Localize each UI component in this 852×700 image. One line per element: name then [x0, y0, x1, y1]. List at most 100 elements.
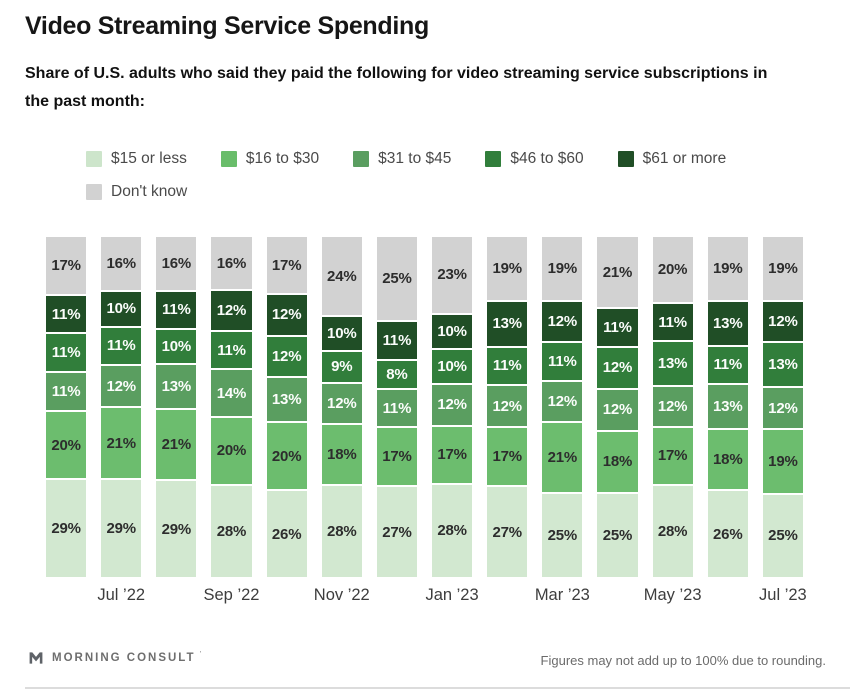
segment-value-label: 23%	[437, 266, 467, 284]
bar-segment: 12%	[542, 301, 583, 342]
bar-segment: 19%	[487, 237, 528, 301]
segment-value-label: 29%	[51, 520, 81, 538]
x-axis-label: Jul ’23	[759, 586, 807, 610]
segment-value-label: 25%	[382, 270, 412, 288]
legend-item: $46 to $60	[485, 150, 584, 168]
subtitle-line-2: the past month:	[25, 93, 145, 110]
bar-column: 17% 11% 11% 11% 20% 29%	[46, 237, 87, 578]
bar-segment: 19%	[707, 237, 748, 300]
bar-segment: 12%	[266, 295, 307, 335]
segment-value-label: 19%	[492, 260, 522, 278]
segment-value-label: 11%	[382, 399, 412, 417]
bar-segment: 29%	[46, 480, 87, 578]
segment-value-label: 17%	[51, 256, 81, 274]
segment-value-label: 26%	[271, 525, 302, 543]
bar-segment: 13%	[707, 384, 748, 428]
bar-segment: 27%	[376, 487, 417, 578]
segment-value-label: 11%	[492, 357, 522, 375]
segment-value-label: 12%	[768, 399, 798, 417]
segment-value-label: 13%	[657, 355, 688, 373]
legend-swatch	[86, 184, 102, 200]
bar-segment: 12%	[652, 386, 693, 426]
segment-value-label: 13%	[713, 314, 743, 332]
legend-label: $16 to $30	[245, 150, 320, 167]
segment-value-label: 19%	[547, 259, 578, 277]
bar-segment: 26%	[707, 491, 748, 578]
bar-segment: 26%	[266, 491, 307, 577]
segment-value-label: 12%	[106, 377, 136, 395]
segment-value-label: 12%	[768, 313, 798, 330]
bar-segment: 11%	[46, 373, 87, 410]
x-axis-label-text: Jul ’23	[759, 586, 807, 604]
bar-segment: 24%	[321, 237, 362, 316]
legend-item: Don't know	[86, 183, 187, 201]
bar-segment: 13%	[487, 302, 528, 346]
segment-value-label: 29%	[161, 520, 192, 538]
bar-segment: 12%	[597, 389, 638, 430]
segment-value-label: 11%	[51, 305, 81, 323]
x-axis-label: Sep ’22	[204, 586, 260, 610]
x-axis-label: Jan ’23	[425, 586, 478, 610]
legend-row: $15 or less $16 to $30 $31 to $45 $46 to $6…	[86, 150, 826, 168]
segment-value-label: 17%	[657, 447, 688, 465]
segment-value-label: 12%	[547, 313, 578, 330]
bar-segment: 11%	[542, 343, 583, 380]
legend-swatch	[220, 151, 237, 167]
bar-column: 16% 11% 10% 13% 21% 29%	[156, 237, 197, 577]
segment-value-label: 10%	[437, 357, 467, 375]
rounding-note: Figures may not add up to 100% due to ro…	[540, 653, 826, 668]
bar-segment: 18%	[597, 431, 638, 492]
bar-segment: 20%	[211, 418, 252, 484]
segment-value-label: 13%	[492, 315, 522, 333]
bar-segment: 16%	[101, 237, 142, 291]
bar-segment: 17%	[376, 428, 417, 486]
bar-segment: 25%	[376, 237, 417, 321]
bar-segment: 27%	[487, 487, 528, 577]
segment-value-label: 11%	[51, 382, 81, 400]
legend-label: $46 to $60	[510, 150, 584, 167]
segment-value-label: 18%	[602, 453, 633, 471]
bar-segment: 16%	[156, 237, 197, 290]
segment-value-label: 12%	[657, 397, 688, 415]
segment-value-label: 27%	[382, 523, 412, 541]
bar-segment: 11%	[46, 334, 87, 372]
bar-segment: 25%	[542, 494, 583, 577]
segment-value-label: 12%	[437, 396, 467, 414]
bar-segment: 29%	[156, 481, 197, 577]
bar-segment: 20%	[652, 237, 693, 303]
segment-value-label: 12%	[602, 401, 633, 419]
legend-label: Don't know	[111, 183, 188, 200]
bar-column: 24% 10% 9% 12% 18% 28%	[321, 237, 362, 577]
bar-segment: 12%	[542, 381, 583, 422]
x-axis-label: May ’23	[644, 586, 702, 610]
bar-segment: 13%	[266, 378, 307, 422]
segment-value-label: 12%	[547, 392, 578, 410]
bar-segment: 29%	[101, 480, 142, 577]
bar-segment: 11%	[46, 295, 87, 333]
bar-segment: 21%	[156, 410, 197, 480]
segment-value-label: 8%	[386, 365, 408, 383]
segment-value-label: 11%	[658, 313, 687, 331]
segment-value-label: 13%	[768, 356, 798, 374]
segment-value-label: 11%	[382, 332, 412, 350]
segment-value-label: 19%	[713, 259, 743, 277]
bar-column: 19% 12% 11% 12% 21% 25%	[542, 237, 583, 577]
bar-segment: 18%	[707, 429, 748, 490]
x-axis-label: Mar ’23	[535, 586, 590, 610]
bar-segment: 17%	[431, 426, 473, 483]
bar-column: 16% 12% 11% 14% 20% 28%	[211, 237, 252, 577]
bar-segment: 17%	[46, 237, 87, 294]
bar-column: 16% 10% 11% 12% 21% 29%	[101, 237, 142, 577]
bar-segment: 11%	[376, 389, 417, 427]
segment-value-label: 16%	[216, 254, 247, 272]
bar-segment: 21%	[101, 408, 142, 479]
bar-segment: 19%	[762, 429, 803, 493]
segment-value-label: 26%	[713, 525, 743, 543]
bar-segment: 14%	[211, 370, 252, 417]
x-axis-label	[708, 586, 748, 610]
morning-consult-logo-icon	[29, 652, 43, 664]
segment-value-label: 11%	[51, 344, 81, 362]
legend-item: $15 or less	[86, 150, 187, 168]
bar-segment: 12%	[762, 388, 803, 428]
